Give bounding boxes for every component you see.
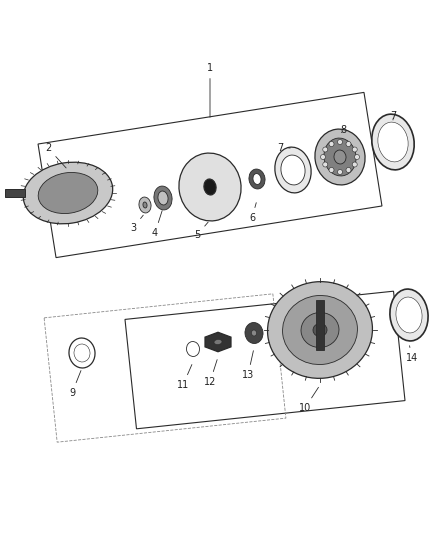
Ellipse shape <box>396 297 422 333</box>
Text: 7: 7 <box>390 111 396 121</box>
Ellipse shape <box>315 129 365 185</box>
Ellipse shape <box>251 330 257 336</box>
Ellipse shape <box>338 169 343 174</box>
Ellipse shape <box>301 312 339 348</box>
Text: 3: 3 <box>130 215 143 233</box>
Text: 1: 1 <box>207 63 213 117</box>
Ellipse shape <box>204 179 216 195</box>
Ellipse shape <box>321 155 325 159</box>
Ellipse shape <box>338 140 343 144</box>
Text: 9: 9 <box>69 370 81 398</box>
Ellipse shape <box>323 162 328 167</box>
Text: 6: 6 <box>249 203 256 223</box>
Ellipse shape <box>281 155 305 185</box>
Ellipse shape <box>324 138 356 176</box>
Ellipse shape <box>329 167 334 173</box>
Ellipse shape <box>334 150 346 164</box>
Ellipse shape <box>378 122 408 162</box>
Ellipse shape <box>179 153 241 221</box>
Text: 10: 10 <box>299 387 318 413</box>
Ellipse shape <box>372 114 414 170</box>
Ellipse shape <box>323 147 328 152</box>
Polygon shape <box>316 300 324 350</box>
Ellipse shape <box>313 324 327 336</box>
Ellipse shape <box>214 340 222 344</box>
Ellipse shape <box>23 162 113 224</box>
Ellipse shape <box>139 197 151 213</box>
Text: 11: 11 <box>177 365 192 390</box>
Text: 8: 8 <box>340 125 346 135</box>
Ellipse shape <box>329 141 334 147</box>
Polygon shape <box>205 332 231 352</box>
Polygon shape <box>5 189 25 197</box>
Ellipse shape <box>352 162 357 167</box>
Ellipse shape <box>158 191 168 205</box>
Ellipse shape <box>38 173 98 214</box>
Ellipse shape <box>74 344 90 362</box>
Ellipse shape <box>275 147 311 193</box>
Ellipse shape <box>268 281 372 378</box>
Ellipse shape <box>249 169 265 189</box>
Ellipse shape <box>154 186 172 210</box>
Text: 12: 12 <box>204 360 217 387</box>
Text: 7: 7 <box>277 143 290 153</box>
Ellipse shape <box>253 174 261 184</box>
Ellipse shape <box>346 141 351 147</box>
Ellipse shape <box>143 202 147 208</box>
Text: 13: 13 <box>242 351 254 380</box>
Ellipse shape <box>346 167 351 173</box>
Text: 4: 4 <box>152 211 162 238</box>
Ellipse shape <box>283 295 357 365</box>
Ellipse shape <box>352 147 357 152</box>
Ellipse shape <box>245 322 263 343</box>
Text: 2: 2 <box>45 143 66 168</box>
Ellipse shape <box>354 155 360 159</box>
Text: 5: 5 <box>194 222 208 240</box>
Text: 14: 14 <box>406 346 418 363</box>
Ellipse shape <box>390 289 428 341</box>
